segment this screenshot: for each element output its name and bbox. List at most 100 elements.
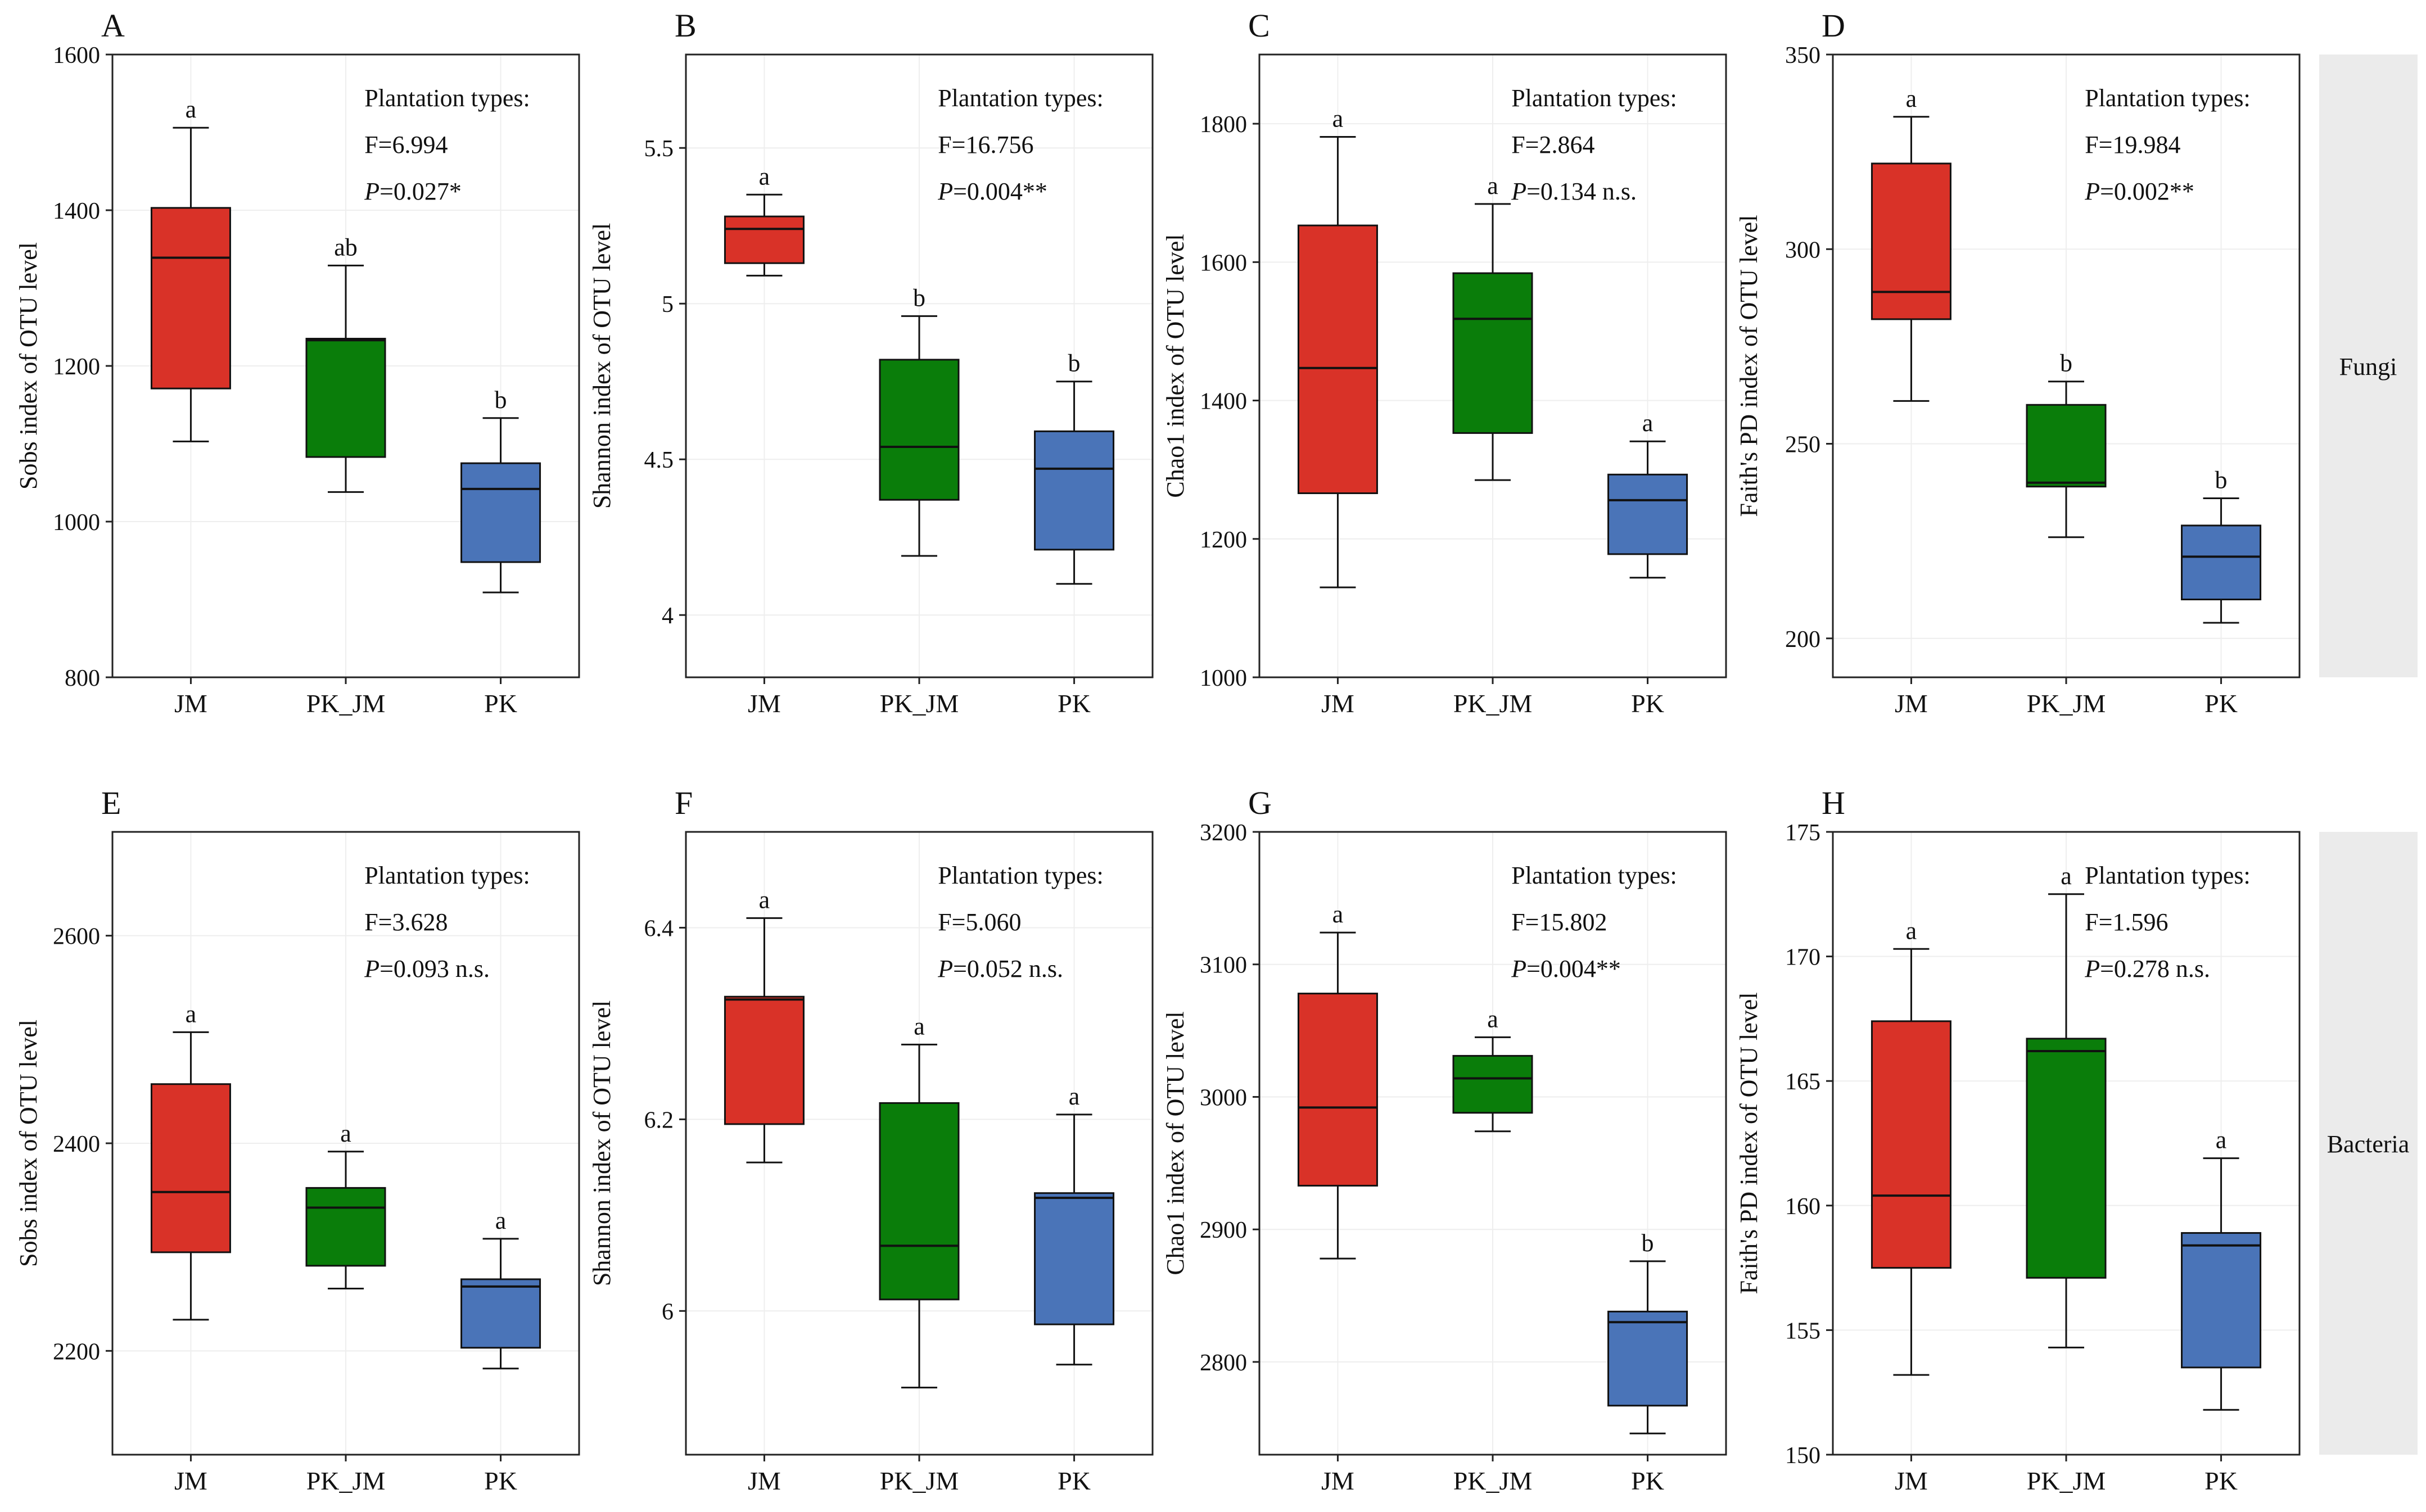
panel-border [1258, 831, 1727, 1456]
x-tick-label: PK_JM [1453, 689, 1533, 718]
p-value-text: =0.093 n.s. [380, 955, 490, 983]
p-value-text: =0.052 n.s. [953, 955, 1063, 983]
p-value-text: =0.004** [1526, 955, 1621, 983]
y-tick-label: 3000 [1200, 1085, 1247, 1111]
box-pk-jm: ab [305, 233, 386, 493]
p-symbol: P [2084, 178, 2100, 205]
y-tick-label: 3100 [1200, 953, 1247, 979]
significance-letter: ab [334, 233, 358, 261]
significance-letter: a [2216, 1126, 2227, 1154]
y-tick-label: 1000 [1200, 666, 1247, 691]
stats-p-value: P=0.004** [937, 178, 1047, 205]
panel-letter: B [675, 7, 697, 44]
iqr-box [2181, 1232, 2262, 1369]
stats-heading: Plantation types: [364, 862, 530, 889]
y-tick-label: 1200 [1200, 527, 1247, 553]
significance-letter: a [759, 886, 770, 913]
x-tick-label: JM [174, 1466, 207, 1495]
significance-letter: a [1487, 172, 1498, 200]
panel-border [111, 831, 580, 1456]
significance-letter: a [186, 1000, 197, 1027]
iqr-box [879, 359, 960, 501]
y-tick-label: 6 [662, 1299, 674, 1325]
panel-f: F 6 6.2 6.4 Shannon index of OTU level a JM a PK… [588, 785, 1154, 1495]
box-pk: b [1607, 1229, 1688, 1434]
y-tick-label: 5.5 [644, 136, 674, 162]
box-jm: a [1297, 105, 1378, 588]
p-symbol: P [937, 955, 953, 983]
panel-letter: H [1822, 785, 1845, 821]
stats-p-value: P=0.004** [1511, 955, 1621, 983]
y-tick-label: 1400 [1200, 389, 1247, 415]
panel-letter: A [101, 7, 125, 44]
y-tick-label: 300 [1785, 237, 1820, 263]
iqr-box [150, 207, 231, 390]
x-tick-label: PK_JM [306, 689, 386, 718]
panel-letter: G [1248, 785, 1272, 821]
y-tick-label: 1200 [53, 354, 100, 380]
stats-heading: Plantation types: [938, 862, 1104, 889]
y-tick-label: 150 [1785, 1443, 1820, 1469]
x-tick-label: JM [1895, 1466, 1928, 1495]
stats-p-value: P=0.002** [2084, 178, 2194, 205]
significance-letter: a [1332, 900, 1344, 928]
x-tick-label: PK [2204, 1466, 2238, 1495]
significance-letter: b [2060, 350, 2072, 377]
y-tick-label: 175 [1785, 820, 1820, 846]
significance-letter: a [1906, 85, 1917, 112]
box-jm: a [150, 96, 231, 442]
x-tick-label: PK [484, 689, 517, 718]
iqr-box [2181, 524, 2262, 600]
iqr-box [150, 1083, 231, 1253]
stats-f-value: F=16.756 [938, 131, 1033, 159]
stats-p-value: P=0.093 n.s. [364, 955, 490, 983]
p-value-text: =0.134 n.s. [1526, 178, 1637, 205]
iqr-box [2026, 1038, 2107, 1279]
y-tick-label: 165 [1785, 1069, 1820, 1095]
y-tick-label: 1000 [53, 510, 100, 536]
significance-letter: a [914, 1012, 925, 1040]
box-pk-jm: a [1452, 1005, 1533, 1133]
panel-d: D 200 250 300 350 Faith's PD index of OTU lev… [1735, 7, 2301, 718]
box-jm: a [1871, 85, 1951, 402]
significance-letter: a [340, 1120, 351, 1147]
stats-heading: Plantation types: [2085, 862, 2251, 889]
facet-strip-fungi: Fungi [2319, 55, 2418, 677]
x-tick-label: PK_JM [306, 1466, 386, 1495]
iqr-box [2026, 404, 2107, 488]
significance-letter: b [2215, 466, 2228, 494]
p-value-text: =0.002** [2100, 178, 2194, 205]
panel-letter: D [1822, 7, 1845, 44]
panel-border [1832, 831, 2301, 1456]
x-tick-label: PK [1631, 1466, 1664, 1495]
panel-h: H 150 155 160 165 170 175 Faith's PD index of O… [1735, 785, 2301, 1495]
x-tick-label: JM [748, 689, 781, 718]
box-jm: a [150, 1000, 231, 1321]
significance-letter: b [495, 386, 507, 414]
y-axis-label: Chao1 index of OTU level [1162, 234, 1189, 497]
box-pk: a [1607, 409, 1688, 579]
y-tick-label: 1600 [1200, 250, 1247, 276]
significance-letter: a [1332, 105, 1344, 133]
y-tick-label: 170 [1785, 945, 1820, 971]
x-tick-label: JM [1321, 689, 1354, 718]
panel-letter: C [1248, 7, 1270, 44]
y-tick-label: 1600 [53, 43, 100, 69]
stats-heading: Plantation types: [364, 84, 530, 112]
y-tick-label: 200 [1785, 627, 1820, 653]
stats-p-value: P=0.052 n.s. [937, 955, 1063, 983]
iqr-box [460, 1278, 541, 1349]
y-tick-label: 6.2 [644, 1107, 674, 1133]
p-symbol: P [364, 178, 380, 205]
panel-g: G 2800 2900 3000 3100 3200 Chao1 index of OTU … [1162, 785, 1727, 1495]
box-pk-jm: a [305, 1120, 386, 1290]
iqr-box [1297, 224, 1378, 495]
p-symbol: P [2084, 955, 2100, 983]
significance-letter: b [913, 284, 925, 311]
y-tick-label: 350 [1785, 43, 1820, 69]
p-value-text: =0.027* [380, 178, 462, 205]
iqr-box [724, 995, 805, 1125]
iqr-box [1034, 430, 1115, 551]
x-tick-label: PK_JM [2027, 689, 2106, 718]
